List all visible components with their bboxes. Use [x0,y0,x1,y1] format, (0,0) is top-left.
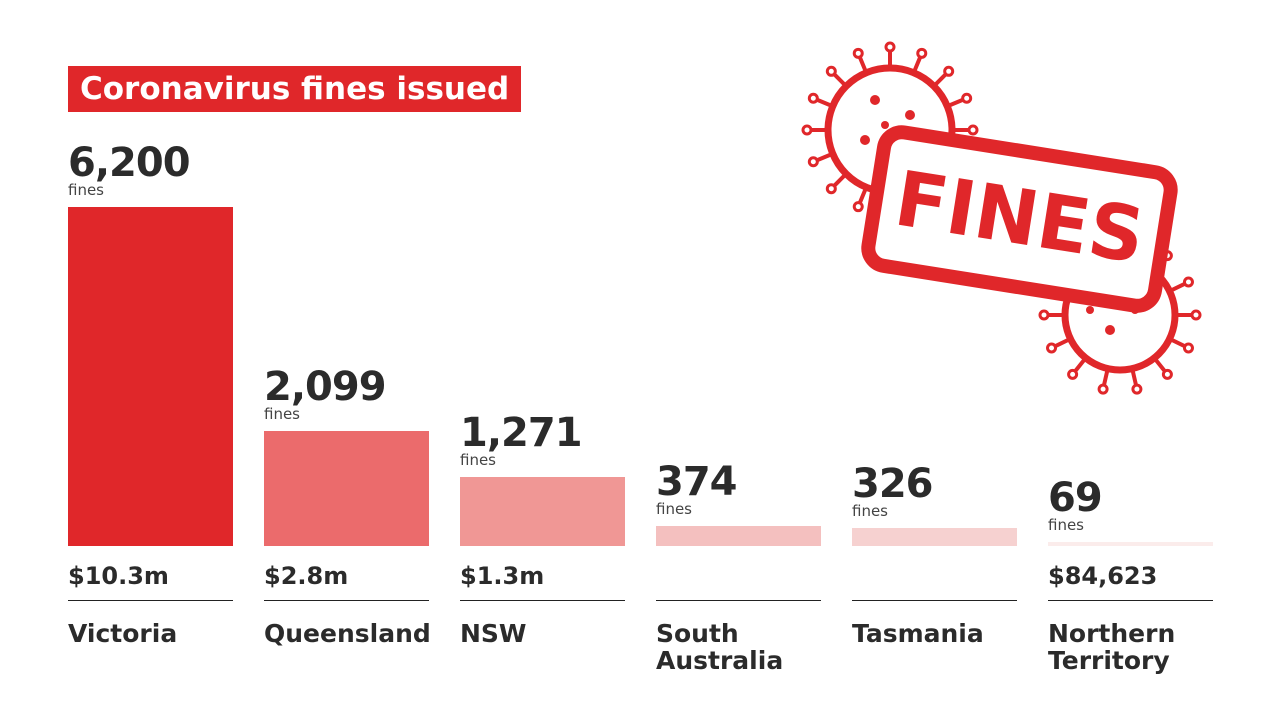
category-label: Tasmania [852,619,984,648]
bar [852,528,1017,546]
divider [460,600,625,601]
unit-label: fines [852,502,888,521]
category-label: NSW [460,619,527,648]
value-label: 1,271 [460,409,583,456]
bar [68,207,233,546]
fine-total: $2.8m [264,562,349,590]
category-label: Victoria [68,619,178,648]
category-label: South Australia [656,619,784,675]
category-label: Northern Territory [1048,619,1176,675]
unit-label: fines [68,181,104,199]
unit-label: fines [1048,516,1084,534]
unit-label: fines [656,499,692,518]
bar [460,476,625,546]
chart-title: Coronavirus fines issued [68,66,522,112]
fine-total: $84,623 [1048,562,1158,590]
unit-label: fines [460,450,496,469]
divider [68,600,233,601]
bar [656,525,821,546]
divider [656,600,821,601]
bar [264,431,429,546]
fine-total: $10.3m [68,562,169,590]
bar [1048,542,1213,546]
category-label: Queensland [264,619,431,648]
divider [852,600,1017,601]
unit-label: fines [264,405,300,424]
value-label: 69 [1048,475,1103,521]
stamp-graphic: FINES [801,41,1202,395]
value-label: 374 [656,458,737,505]
divider [264,600,429,601]
value-label: 2,099 [264,364,387,411]
fine-total: $1.3m [460,562,545,590]
value-label: 326 [852,461,933,508]
value-label: 6,200 [68,140,191,186]
divider [1048,600,1213,601]
